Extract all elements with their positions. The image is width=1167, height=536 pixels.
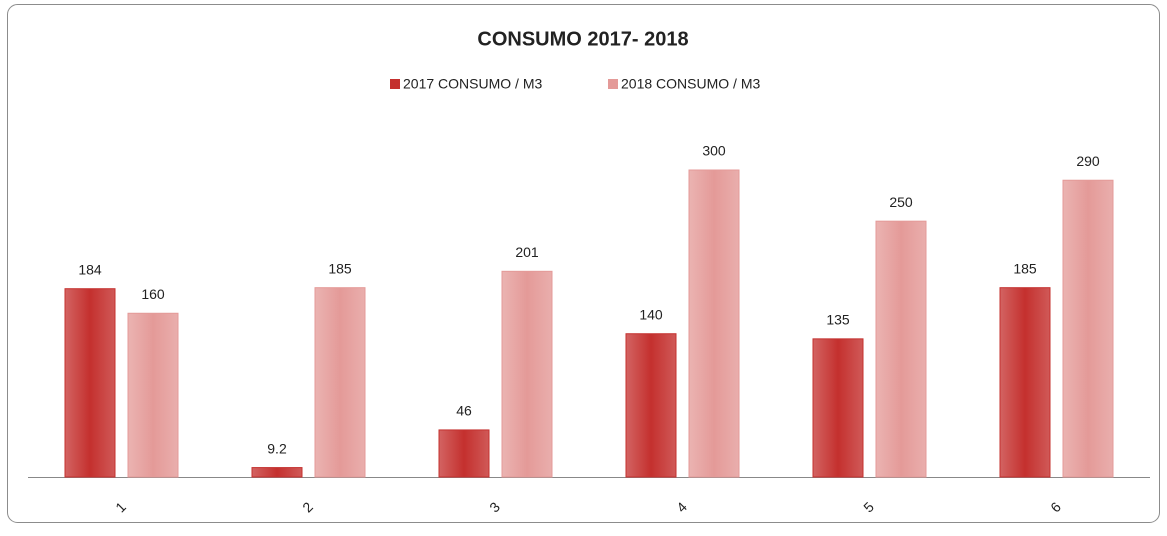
bar — [501, 270, 553, 478]
data-label: 184 — [78, 261, 102, 277]
data-label: 290 — [1076, 153, 1100, 169]
data-label: 185 — [328, 260, 352, 276]
data-label: 185 — [1013, 260, 1037, 276]
bar — [999, 287, 1051, 478]
legend-swatch — [608, 79, 618, 89]
bar — [314, 287, 366, 478]
chart-title: CONSUMO 2017- 2018 — [477, 28, 688, 50]
data-label: 46 — [456, 403, 472, 419]
data-label: 9.2 — [267, 440, 287, 456]
data-label: 140 — [639, 306, 663, 322]
chart-frame — [7, 4, 1160, 523]
data-label: 300 — [702, 143, 726, 159]
legend-label: 2018 CONSUMO / M3 — [621, 76, 760, 92]
bar — [64, 288, 116, 478]
data-label: 250 — [889, 194, 913, 210]
bar — [812, 338, 864, 478]
legend-label: 2017 CONSUMO / M3 — [403, 76, 542, 92]
bar — [1062, 179, 1114, 478]
bar — [438, 429, 490, 478]
data-label: 135 — [826, 312, 850, 328]
legend-swatch — [390, 79, 400, 89]
bar — [251, 467, 303, 478]
data-label: 160 — [141, 286, 165, 302]
data-label: 201 — [515, 244, 539, 260]
bar — [688, 169, 740, 478]
bar — [625, 333, 677, 478]
bar — [127, 312, 179, 478]
bar — [875, 220, 927, 478]
